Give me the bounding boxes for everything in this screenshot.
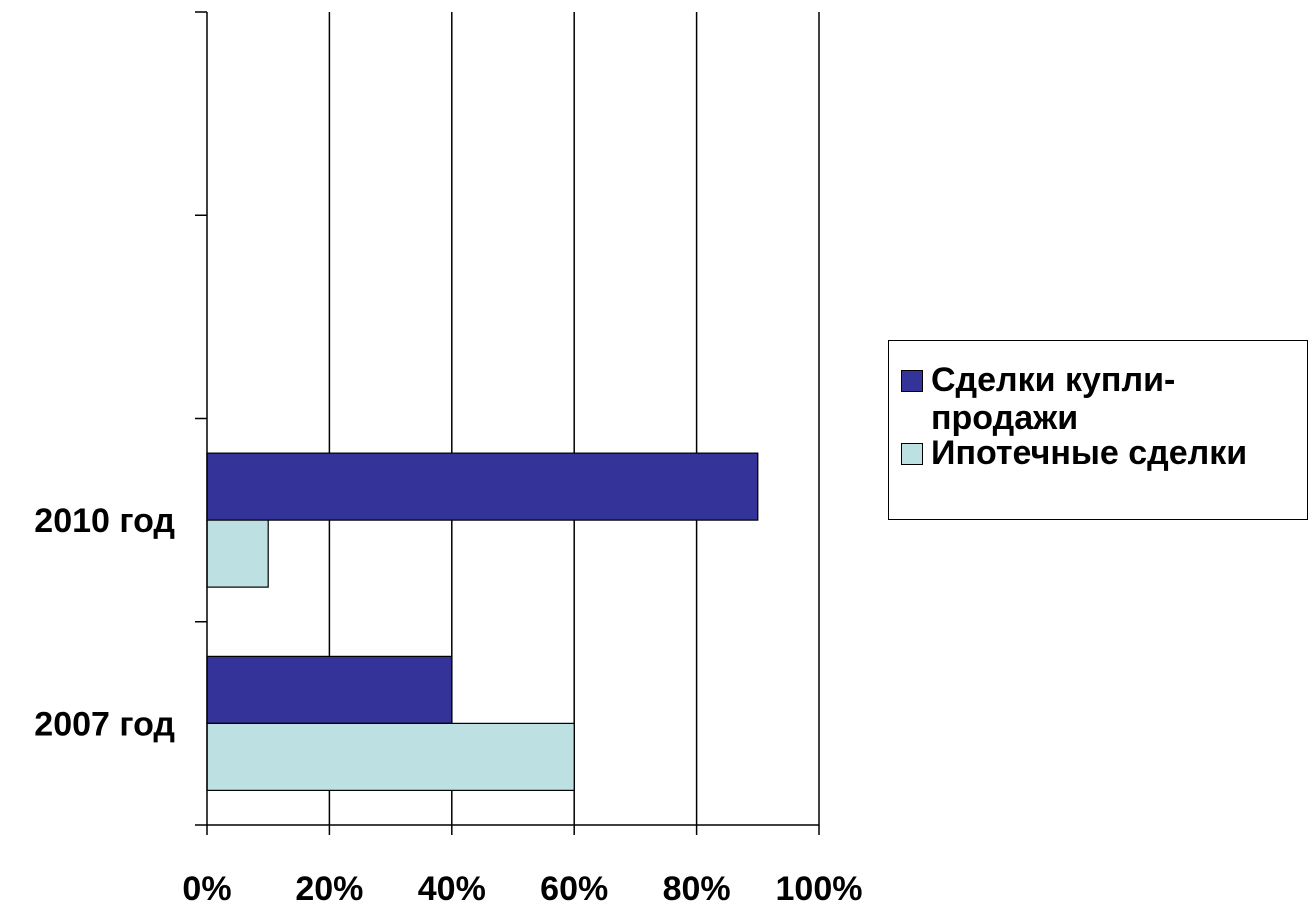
bar [206,519,269,588]
legend-swatch-mortgage [901,443,923,465]
axes [195,11,820,835]
x-tick-label: 0% [182,870,231,908]
x-tick-label: 20% [295,870,363,908]
legend: Сделки купли-продажи Ипотечные сделки [888,340,1308,520]
legend-swatch-sales [901,370,923,392]
legend-label-sales: Сделки купли-продажи [931,361,1176,437]
y-category-label: 2010 год [34,502,175,540]
bar-chart: 0% 20% 40% 60% 80% 100% 2007 год 2010 год [34,11,862,908]
x-tick-label: 60% [540,870,608,908]
bar [206,722,575,791]
x-tick-label: 80% [663,870,731,908]
bar [206,655,453,724]
legend-item-sales: Сделки купли-продажи [901,361,1301,437]
legend-item-mortgage: Ипотечные сделки [901,434,1301,472]
bars [206,452,759,791]
legend-label-mortgage: Ипотечные сделки [931,434,1248,472]
y-category-labels: 2007 год 2010 год [34,502,175,743]
x-tick-label: 100% [776,870,863,908]
x-tick-label: 40% [418,870,486,908]
x-tick-labels: 0% 20% 40% 60% 80% 100% [182,870,862,908]
bar [206,452,759,521]
y-category-label: 2007 год [34,705,175,743]
